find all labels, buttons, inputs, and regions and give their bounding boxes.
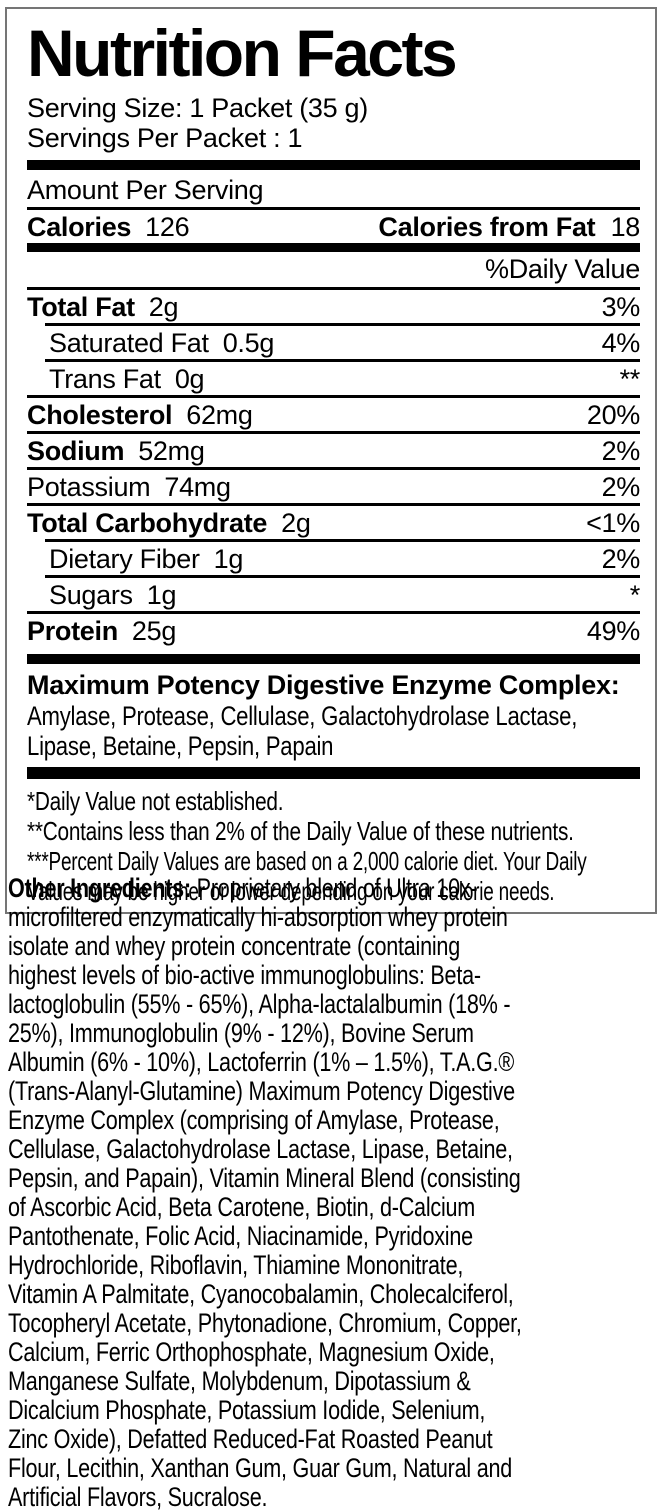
nutrition-label-page: Nutrition Facts Serving Size: 1 Packet (… (5, 7, 657, 1512)
servings-per-packet-line: Servings Per Packet : 1 (27, 123, 303, 153)
nutrient-row-cholesterol: Cholesterol 62mg 20% (27, 398, 640, 431)
thin-divider-indented (45, 323, 640, 326)
nutrient-amount: 0.5g (222, 328, 275, 358)
nutrient-daily-value: 3% (601, 292, 641, 322)
nutrient-name: Total Fat (27, 292, 135, 322)
nutrient-daily-value: 2% (601, 436, 641, 466)
nutrient-daily-value: 49% (586, 616, 640, 646)
nutrient-row-total-carbohydrate: Total Carbohydrate 2g <1% (27, 506, 640, 539)
nutrient-daily-value: 2% (601, 472, 641, 502)
calories-from-fat: Calories from Fat 18 (378, 212, 640, 242)
nutrient-name: Total Carbohydrate (27, 508, 268, 538)
thin-divider (27, 467, 640, 470)
nutrient-daily-value: * (629, 580, 641, 610)
nutrient-daily-value: 4% (601, 328, 641, 358)
calories-value: 126 (145, 212, 190, 242)
other-ingredients-heading: Other Ingredients: (8, 873, 191, 903)
nutrient-amount: 2g (148, 292, 179, 322)
thin-divider (27, 431, 640, 434)
nutrient-daily-value: ** (619, 364, 641, 394)
other-ingredients-text: Proprietary blend of Ultra 10x-microfilt… (8, 873, 522, 1512)
thin-divider (27, 611, 640, 614)
calories-row: Calories 126 Calories from Fat 18 (27, 210, 640, 243)
nutrient-amount: 1g (213, 544, 244, 574)
nutrient-amount: 0g (174, 364, 205, 394)
thin-divider-indented (45, 539, 640, 542)
nutrient-name: Potassium (27, 472, 151, 502)
thick-divider-calories (27, 243, 640, 252)
nutrient-row-sodium: Sodium 52mg 2% (27, 434, 640, 467)
nutrient-name: Sodium (27, 436, 125, 466)
nutrient-daily-value: 20% (586, 400, 640, 430)
nutrient-name: Trans Fat (49, 364, 161, 394)
nutrient-daily-value: 2% (601, 544, 641, 574)
nutrient-name: Protein (27, 616, 118, 646)
nutrient-amount: 25g (131, 616, 177, 646)
enzyme-complex-list: Amylase, Protease, Cellulase, Galactohyd… (27, 701, 578, 761)
nutrient-name: Dietary Fiber (49, 544, 200, 574)
serving-size-line: Serving Size: 1 Packet (35 g) (27, 93, 368, 123)
footnotes: *Daily Value not established. **Contains… (27, 786, 640, 906)
thin-divider (27, 503, 640, 506)
thin-divider (27, 287, 640, 290)
nutrient-name: Saturated Fat (49, 328, 209, 358)
thin-divider-indented (45, 575, 640, 578)
thin-divider (27, 207, 640, 210)
nutrient-row-dietary-fiber: Dietary Fiber 1g 2% (27, 542, 640, 575)
nutrient-row-potassium: Potassium 74mg 2% (27, 470, 640, 503)
nutrient-row-trans-fat: Trans Fat 0g ** (27, 362, 640, 395)
nutrient-amount: 1g (146, 580, 177, 610)
footnote-contains: **Contains less than 2% of the Daily Val… (27, 816, 574, 846)
thick-divider-top (27, 160, 640, 170)
nutrition-facts-panel: Nutrition Facts Serving Size: 1 Packet (… (5, 7, 657, 914)
nutrient-amount: 74mg (164, 472, 231, 502)
amount-per-serving-label: Amount Per Serving (27, 175, 264, 205)
enzyme-complex-heading: Maximum Potency Digestive Enzyme Complex… (27, 670, 620, 700)
footnote-daily-value: *Daily Value not established. (27, 786, 284, 816)
calories-from-fat-label: Calories from Fat (378, 212, 596, 242)
calories-from-fat-value: 18 (610, 212, 641, 242)
nutrient-name: Sugars (49, 580, 133, 610)
thick-divider-footnotes (27, 767, 640, 779)
nutrient-name: Cholesterol (27, 400, 173, 430)
nutrient-row-total-fat: Total Fat 2g 3% (27, 290, 640, 323)
thin-divider (27, 395, 640, 398)
nutrient-row-sugars: Sugars 1g * (27, 578, 640, 611)
thick-divider-protein (27, 654, 640, 664)
footnote-percent-daily-values: ***Percent Daily Values are based on a 2… (27, 846, 587, 906)
daily-value-header: %Daily Value (485, 254, 640, 284)
nutrient-row-saturated-fat: Saturated Fat 0.5g 4% (27, 326, 640, 359)
calories-label: Calories (27, 212, 132, 242)
nutrient-amount: 52mg (138, 436, 205, 466)
nutrient-daily-value: <1% (586, 508, 640, 538)
nutrient-amount: 2g (281, 508, 311, 538)
thin-divider-indented (45, 359, 640, 362)
panel-title: Nutrition Facts (27, 16, 458, 90)
other-ingredients-paragraph: Other Ingredients: Proprietary blend of … (8, 874, 526, 1512)
nutrient-amount: 62mg (186, 400, 253, 430)
nutrient-row-protein: Protein 25g 49% (27, 614, 640, 647)
